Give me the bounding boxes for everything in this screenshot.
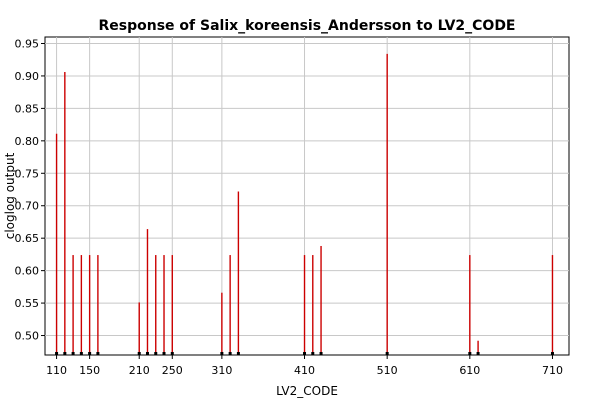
bar-base-marker <box>162 352 166 355</box>
bar-base-marker <box>476 352 480 355</box>
bar-base-marker <box>96 352 100 355</box>
y-axis-ticks: 0.50 0.55 0.60 0.65 0.70 0.75 0.80 0.85 0.90 0.95 <box>15 37 45 343</box>
bar-base-marker <box>63 352 67 355</box>
bar-base-marker <box>385 352 389 355</box>
x-tick-label: 150 <box>79 364 100 377</box>
bar-base-marker <box>311 352 315 355</box>
bar-base-marker <box>88 352 92 355</box>
y-tick-label: 0.65 <box>15 232 40 245</box>
y-tick-label: 0.90 <box>15 70 40 83</box>
x-tick-label: 610 <box>459 364 480 377</box>
bar-base-marker <box>236 352 240 355</box>
bar-base-marker <box>220 352 224 355</box>
x-axis-ticks: 110 150 210 250 310 410 510 610 710 <box>46 355 563 377</box>
x-tick-label: 510 <box>377 364 398 377</box>
bar-base-marker <box>55 352 59 355</box>
bar-base-marker <box>468 352 472 355</box>
bars <box>55 53 554 355</box>
y-tick-label: 0.70 <box>15 200 40 213</box>
bar-base-marker <box>303 352 307 355</box>
x-tick-label: 710 <box>542 364 563 377</box>
y-tick-label: 0.50 <box>15 330 40 343</box>
x-axis-label: LV2_CODE <box>276 384 338 398</box>
bar-base-marker <box>145 352 149 355</box>
plot-area <box>44 36 570 356</box>
x-tick-label: 410 <box>294 364 315 377</box>
y-tick-label: 0.80 <box>15 135 40 148</box>
chart-title: Response of Salix_koreensis_Andersson to… <box>99 18 516 34</box>
bar-base-marker <box>154 352 158 355</box>
bar-base-marker <box>319 352 323 355</box>
y-tick-label: 0.85 <box>15 102 40 115</box>
y-axis-label: cloglog output <box>3 152 17 239</box>
x-tick-label: 310 <box>211 364 232 377</box>
bar-base-marker <box>71 352 75 355</box>
bar-base-marker <box>550 352 554 355</box>
grid-lines <box>45 37 569 355</box>
bar-base-marker <box>228 352 232 355</box>
y-tick-label: 0.75 <box>15 167 40 180</box>
bar-base-marker <box>137 352 141 355</box>
x-tick-label: 110 <box>46 364 67 377</box>
bar-base-marker <box>170 352 174 355</box>
x-tick-label: 210 <box>129 364 150 377</box>
x-tick-label: 250 <box>162 364 183 377</box>
y-tick-label: 0.55 <box>15 297 40 310</box>
y-tick-label: 0.60 <box>15 265 40 278</box>
y-tick-label: 0.95 <box>15 37 40 50</box>
bar-base-marker <box>79 352 83 355</box>
